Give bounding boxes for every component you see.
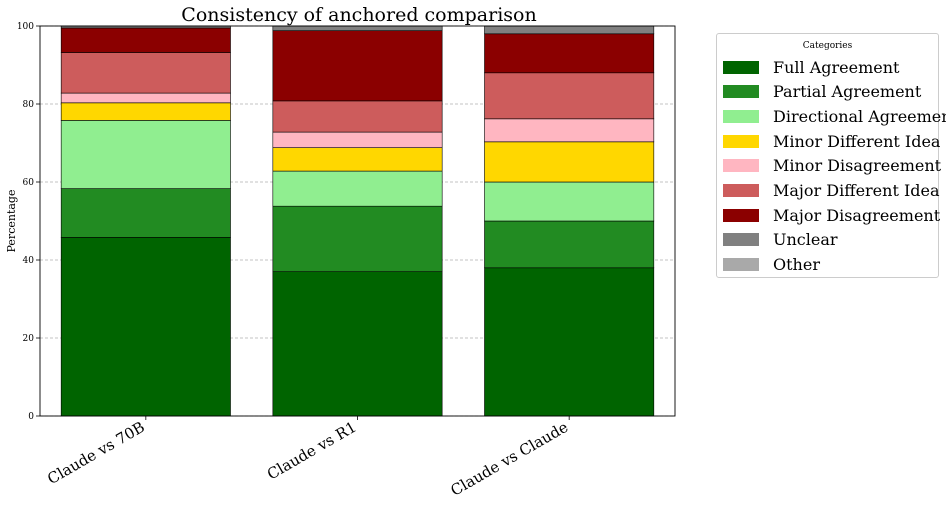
- bar-segment: [272, 30, 443, 102]
- legend-item: Other: [723, 255, 820, 275]
- bar-segment: [484, 267, 655, 417]
- legend-item: Unclear: [723, 230, 838, 250]
- bar-segment: [272, 100, 443, 133]
- legend-label: Directional Agreement: [773, 106, 946, 126]
- legend-swatch: [723, 208, 759, 222]
- legend-item: Minor Different Idea: [723, 131, 941, 151]
- legend-label: Other: [773, 255, 820, 275]
- bar-segment: [60, 52, 231, 94]
- plot-frame: [39, 25, 676, 417]
- x-tick-label: Claude vs R1: [264, 418, 360, 484]
- y-tick-label: 60: [23, 178, 35, 188]
- legend-item: Full Agreement: [723, 57, 900, 77]
- y-tick-label: 100: [17, 22, 34, 32]
- legend-item: Partial Agreement: [723, 82, 922, 102]
- legend-item: Minor Disagreement: [723, 156, 942, 176]
- legend-label: Unclear: [773, 230, 838, 250]
- x-tick-label: Claude vs 70B: [44, 418, 148, 488]
- legend-label: Major Different Idea: [773, 181, 940, 200]
- legend-label: Major Disagreement: [773, 205, 941, 225]
- legend-swatch: [723, 159, 759, 173]
- bar-segment: [60, 102, 231, 121]
- bar-segment: [484, 118, 655, 143]
- legend-label: Minor Disagreement: [773, 156, 942, 176]
- legend-swatch: [723, 233, 759, 247]
- legend-title: Categories: [802, 41, 853, 51]
- bar-segment: [60, 188, 231, 238]
- legend-item: Major Disagreement: [723, 205, 941, 225]
- legend-swatch: [723, 60, 759, 74]
- bar-segment: [484, 181, 655, 222]
- bar-segment: [60, 92, 231, 104]
- legend-label: Partial Agreement: [773, 82, 922, 102]
- y-tick-label: 40: [23, 256, 35, 266]
- y-axis-label: Percentage: [5, 190, 18, 253]
- chart-title: Consistency of anchored comparison: [181, 4, 536, 26]
- legend-label: Minor Different Idea: [773, 131, 941, 151]
- legend-swatch: [723, 184, 759, 197]
- legend-label: Full Agreement: [773, 57, 900, 77]
- bar-segment: [484, 72, 655, 120]
- bar-segment: [272, 25, 443, 31]
- bar-segment: [272, 170, 443, 207]
- y-tick-label: 0: [28, 412, 34, 422]
- legend-item: Major Different Idea: [723, 181, 940, 200]
- bar-segment: [484, 220, 655, 269]
- x-tick-label: Claude vs Claude: [447, 418, 571, 500]
- bar-segment: [484, 141, 655, 183]
- bar-segment: [484, 33, 655, 74]
- legend-swatch: [723, 85, 759, 99]
- bar-segment: [60, 120, 231, 189]
- bar-segment: [272, 271, 443, 417]
- legend-item: Directional Agreement: [723, 106, 946, 126]
- legend: Categories Full Agreement Partial Agreeme…: [716, 33, 946, 278]
- legend-swatch: [723, 258, 759, 272]
- legend-swatch: [723, 109, 759, 123]
- bar-segment: [60, 27, 231, 53]
- bar-segment: [60, 237, 231, 417]
- legend-swatch: [723, 134, 759, 148]
- bar-segment: [272, 205, 443, 272]
- y-tick-label: 20: [23, 334, 35, 344]
- bar-segment: [272, 147, 443, 172]
- bar-segment: [484, 25, 655, 35]
- y-tick-label: 80: [23, 100, 35, 110]
- bar-segment: [272, 131, 443, 148]
